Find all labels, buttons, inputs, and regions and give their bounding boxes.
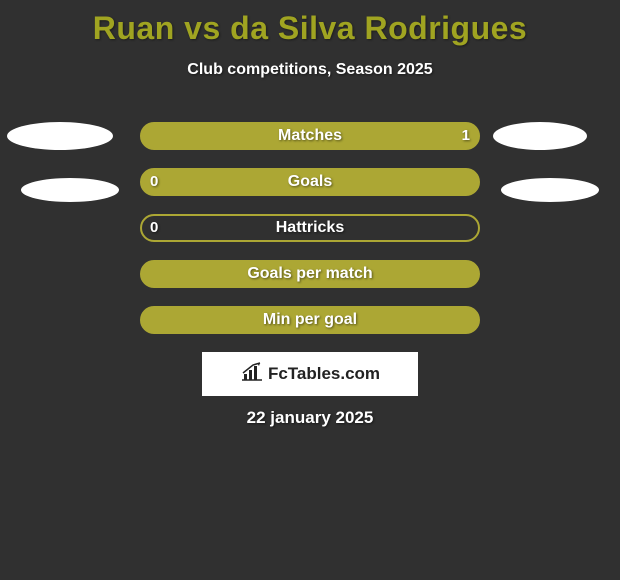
stat-bar: Min per goal [140,306,480,334]
stat-value-left: 0 [150,173,158,190]
page-subtitle: Club competitions, Season 2025 [0,61,620,79]
date-label: 22 january 2025 [0,408,620,428]
logo-box: FcTables.com [202,352,418,396]
stat-bar: Matches1 [140,122,480,150]
stat-label: Min per goal [142,311,478,329]
decorative-ellipse [493,122,587,150]
stat-bar: Goals0 [140,168,480,196]
stat-value-right: 1 [462,127,470,144]
stat-label: Matches [142,127,478,145]
decorative-ellipse [7,122,113,150]
stat-label: Goals per match [142,265,478,283]
stat-rows: Matches1Goals0Hattricks0Goals per matchM… [0,122,620,352]
decorative-ellipse [21,178,119,202]
stat-row: Goals per match [0,260,620,306]
stat-value-left: 0 [150,219,158,236]
stat-row: Hattricks0 [0,214,620,260]
stat-row: Min per goal [0,306,620,352]
stat-bar: Goals per match [140,260,480,288]
stat-bar: Hattricks0 [140,214,480,242]
decorative-ellipse [501,178,599,202]
logo-icon [240,362,264,387]
page-title: Ruan vs da Silva Rodrigues [0,0,620,47]
stat-label: Goals [142,173,478,191]
logo-text: FcTables.com [268,364,380,384]
stat-label: Hattricks [142,219,478,237]
